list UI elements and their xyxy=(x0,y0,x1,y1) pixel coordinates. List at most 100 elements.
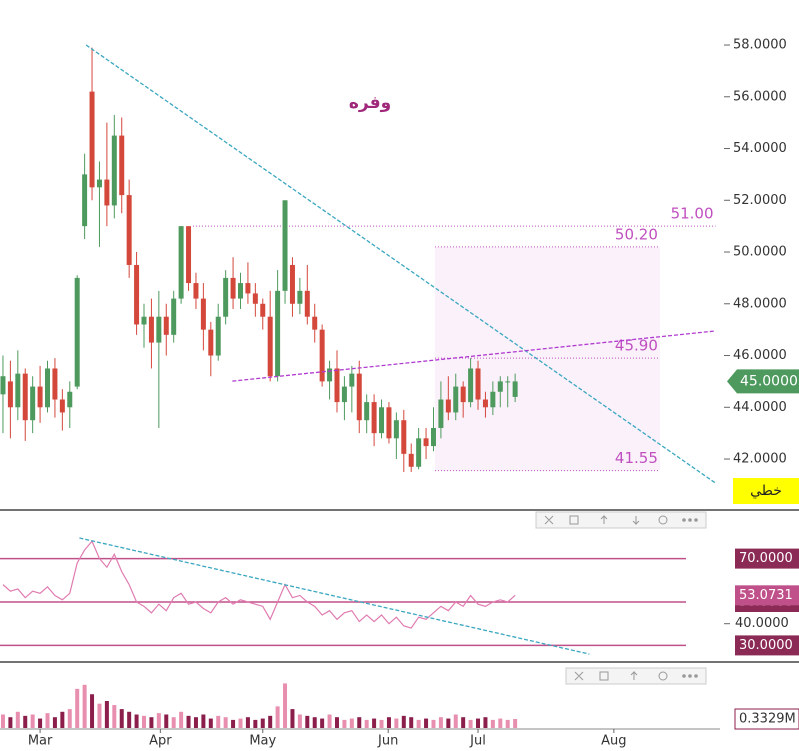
volume-bar xyxy=(216,715,221,728)
candle-body xyxy=(393,420,399,439)
candle-body xyxy=(327,368,333,382)
volume-bar xyxy=(342,719,347,728)
volume-bar xyxy=(60,711,65,728)
volume-bar xyxy=(372,718,377,728)
candle-body xyxy=(74,277,80,387)
volume-bar xyxy=(119,709,124,728)
candle-body xyxy=(505,381,511,383)
volume-bar xyxy=(327,714,332,728)
rsi-level-label: 30.0000 xyxy=(739,638,793,653)
candle-body xyxy=(104,179,110,206)
volume-bar xyxy=(23,715,28,728)
y-tick-label: 48.0000 xyxy=(733,296,787,311)
candle-body xyxy=(215,316,221,356)
volume-bar xyxy=(127,711,132,728)
candle-body xyxy=(59,399,65,413)
style-button[interactable] xyxy=(733,478,799,504)
volume-bar xyxy=(45,713,50,728)
candle-body xyxy=(445,399,451,413)
candle-body xyxy=(423,438,429,447)
candle-body xyxy=(349,373,355,387)
level-label: 51.00 xyxy=(671,205,714,223)
volume-bar xyxy=(201,714,206,728)
y-tick-label: 46.0000 xyxy=(733,348,787,363)
style-button-label[interactable]: خطي xyxy=(750,483,782,499)
volume-bar xyxy=(142,715,146,728)
candle-body xyxy=(260,303,266,317)
candle-body xyxy=(237,283,243,299)
volume-bar xyxy=(453,714,458,728)
volume-bar xyxy=(104,700,109,728)
volume-bar xyxy=(238,718,243,728)
volume-bar xyxy=(67,709,72,728)
candle-body xyxy=(171,298,177,335)
volume-bar xyxy=(90,694,95,728)
candle-body xyxy=(156,316,162,343)
rsi-trendline xyxy=(79,537,590,655)
volume-bar xyxy=(490,719,495,728)
volume-toolbar[interactable] xyxy=(565,667,707,685)
candle-body xyxy=(15,373,21,408)
toolbar-icon xyxy=(658,515,668,525)
candle-body xyxy=(275,290,281,377)
candle-body xyxy=(416,438,422,467)
candle-body xyxy=(267,316,273,377)
volume-current-tag xyxy=(734,708,799,730)
y-tick-label: 54.0000 xyxy=(733,141,787,156)
volume-bar xyxy=(223,717,228,728)
volume-bar xyxy=(498,718,503,728)
volume-bar xyxy=(461,717,466,728)
rsi-current-tag xyxy=(735,585,799,606)
volume-bar xyxy=(312,717,317,728)
candle-body xyxy=(356,373,362,421)
candle-body xyxy=(178,226,184,299)
y-tick-label: 56.0000 xyxy=(733,89,787,104)
volume-bar xyxy=(386,717,391,728)
candle-body xyxy=(148,316,154,343)
volume-bar xyxy=(416,719,421,728)
volume-bar xyxy=(112,705,117,728)
candle-body xyxy=(223,277,229,317)
candle-body xyxy=(193,283,199,299)
volume-bar xyxy=(394,718,399,728)
volume-bar xyxy=(268,715,273,728)
volume-bar xyxy=(0,714,5,728)
candle-body xyxy=(89,91,95,188)
rsi-level-label: 70.0000 xyxy=(739,551,793,566)
volume-bar xyxy=(513,719,518,728)
rsi-toolbar[interactable] xyxy=(535,511,707,529)
candle-body xyxy=(96,179,102,188)
y-tick-label: 50.0000 xyxy=(733,245,787,260)
x-tick-label: Apr xyxy=(149,734,172,749)
candle-body xyxy=(438,399,444,428)
y-tick-label: 40.0000 xyxy=(735,616,789,631)
volume-bar xyxy=(483,717,488,728)
volume-bar xyxy=(30,714,35,728)
volume-bar xyxy=(401,715,406,728)
x-tick-label: Mar xyxy=(28,734,53,749)
volume-bar xyxy=(349,718,354,728)
volume-bar xyxy=(8,717,13,728)
candle-body xyxy=(67,391,73,408)
candle-body xyxy=(200,298,206,330)
last-price-label: 45.0000 xyxy=(740,373,798,389)
volume-bar xyxy=(171,717,176,728)
candle-body xyxy=(141,316,147,325)
volume-bar xyxy=(134,714,139,728)
candle-body xyxy=(126,195,132,265)
toolbar-icon xyxy=(658,671,668,681)
volume-bar xyxy=(364,719,369,728)
candle-body xyxy=(304,290,310,317)
candle-body xyxy=(45,368,51,408)
volume-bar xyxy=(334,717,339,728)
candle-body xyxy=(282,200,288,291)
y-tick-label: 52.0000 xyxy=(733,193,787,208)
candle-body xyxy=(401,420,407,454)
candle-body xyxy=(111,135,117,206)
volume-bar xyxy=(505,719,510,728)
volume-bar xyxy=(15,711,20,728)
volume-bar xyxy=(164,714,169,728)
volume-bar xyxy=(52,717,57,728)
rsi-level-tag xyxy=(735,635,799,656)
